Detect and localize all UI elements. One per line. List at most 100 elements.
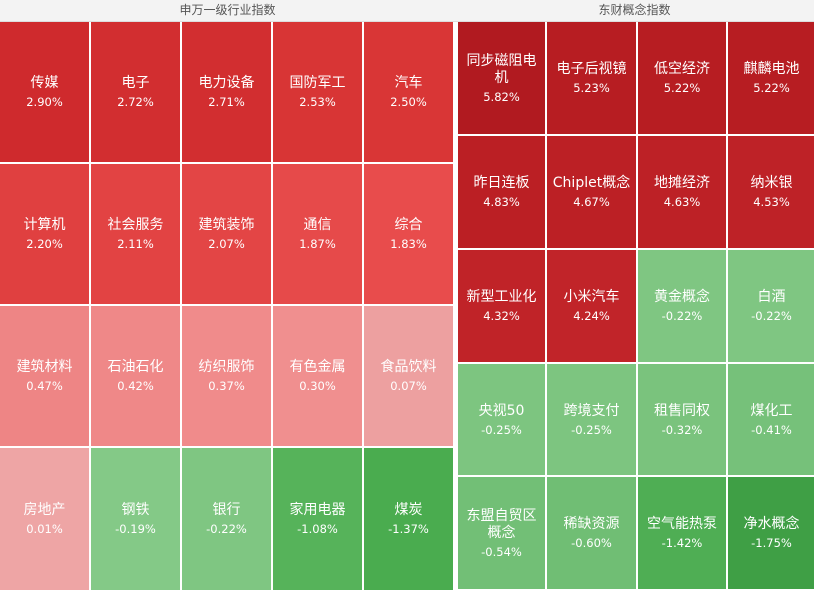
treemap-tile[interactable]: 麒麟电池 5.22% bbox=[728, 22, 814, 134]
treemap-tile[interactable]: 电子 2.72% bbox=[91, 22, 180, 162]
tile-change: 5.22% bbox=[663, 81, 701, 95]
treemap-tile[interactable]: 新型工业化 4.32% bbox=[458, 250, 545, 362]
tile-change: -0.22% bbox=[206, 522, 247, 536]
treemap-tile[interactable]: 国防军工 2.53% bbox=[273, 22, 362, 162]
tile-change: 0.42% bbox=[117, 379, 154, 393]
tile-name: 小米汽车 bbox=[563, 289, 620, 305]
treemap-tile[interactable]: 石油石化 0.42% bbox=[91, 306, 180, 446]
tile-change: -0.32% bbox=[661, 422, 703, 437]
tile-name: 房地产 bbox=[23, 502, 66, 518]
tile-name: 汽车 bbox=[394, 75, 423, 91]
tile-change: -1.75% bbox=[751, 536, 792, 550]
tile-name: 钢铁 bbox=[121, 502, 150, 518]
treemap-tile[interactable]: 钢铁 -0.19% bbox=[91, 448, 180, 590]
treemap-tile[interactable]: 有色金属 0.30% bbox=[273, 306, 362, 446]
treemap-tile[interactable]: 同步磁阻电机 5.82% bbox=[458, 22, 545, 134]
tile-change: 0.37% bbox=[208, 379, 245, 393]
treemap-tile[interactable]: 纺织服饰 0.37% bbox=[182, 306, 271, 446]
tile-change: 2.53% bbox=[299, 95, 336, 109]
treemap-tile[interactable]: 社会服务 2.11% bbox=[91, 164, 180, 304]
tile-name: 食品饮料 bbox=[380, 359, 437, 375]
tile-name: 石油石化 bbox=[107, 359, 164, 375]
tile-name: 银行 bbox=[212, 502, 241, 518]
tile-change: -0.25% bbox=[571, 422, 612, 437]
tile-name: 麒麟电池 bbox=[743, 61, 800, 77]
tile-name: 煤化工 bbox=[750, 402, 793, 419]
tile-name: 地摊经济 bbox=[654, 175, 710, 191]
tile-name: 电子 bbox=[121, 75, 150, 91]
treemap-tile[interactable]: 建筑材料 0.47% bbox=[0, 306, 89, 446]
treemap-tile[interactable]: 煤炭 -1.37% bbox=[364, 448, 453, 590]
treemap-tile[interactable]: 跨境支付 -0.25% bbox=[547, 364, 636, 475]
treemap-tile[interactable]: 纳米银 4.53% bbox=[728, 136, 814, 248]
treemap-tile[interactable]: 租售同权 -0.32% bbox=[638, 364, 726, 475]
tile-name: 新型工业化 bbox=[466, 289, 537, 305]
treemap-tile[interactable]: 通信 1.87% bbox=[273, 164, 362, 304]
treemap-tile[interactable]: 昨日连板 4.83% bbox=[458, 136, 545, 248]
tile-name: 昨日连板 bbox=[473, 175, 530, 191]
treemap-tile[interactable]: 家用电器 -1.08% bbox=[273, 448, 362, 590]
treemap-tile[interactable]: 东盟自贸区概念 -0.54% bbox=[458, 477, 545, 589]
tile-change: -0.25% bbox=[481, 422, 522, 437]
tile-change: 0.30% bbox=[299, 379, 336, 393]
tile-name: Chiplet概念 bbox=[552, 175, 631, 191]
treemap-tile[interactable]: 小米汽车 4.24% bbox=[547, 250, 636, 362]
tile-name: 黄金概念 bbox=[654, 289, 710, 305]
tile-name: 跨境支付 bbox=[563, 402, 620, 419]
treemap-tile[interactable]: Chiplet概念 4.67% bbox=[547, 136, 636, 248]
treemap-tile[interactable]: 煤化工 -0.41% bbox=[728, 364, 814, 475]
treemap-tile[interactable]: 地摊经济 4.63% bbox=[638, 136, 726, 248]
tile-name: 煤炭 bbox=[394, 502, 423, 518]
tile-name: 综合 bbox=[394, 217, 423, 233]
tile-change: 2.72% bbox=[117, 95, 154, 109]
treemap-tile[interactable]: 计算机 2.20% bbox=[0, 164, 89, 304]
tile-change: 1.83% bbox=[390, 237, 427, 251]
tile-name: 电力设备 bbox=[198, 75, 255, 91]
treemap-tile[interactable]: 低空经济 5.22% bbox=[638, 22, 726, 134]
tile-change: 0.01% bbox=[26, 522, 63, 536]
treemap-tile[interactable]: 净水概念 -1.75% bbox=[728, 477, 814, 589]
tile-change: 1.87% bbox=[299, 237, 336, 251]
tile-change: 4.53% bbox=[753, 195, 790, 209]
treemap-tile[interactable]: 空气能热泵 -1.42% bbox=[638, 477, 726, 589]
treemap-tile[interactable]: 建筑装饰 2.07% bbox=[182, 164, 271, 304]
tile-change: 4.63% bbox=[663, 195, 701, 209]
tile-name: 净水概念 bbox=[743, 516, 800, 532]
tile-change: -0.22% bbox=[661, 309, 703, 323]
treemap-tile[interactable]: 黄金概念 -0.22% bbox=[638, 250, 726, 362]
treemap-tile[interactable]: 食品饮料 0.07% bbox=[364, 306, 453, 446]
tile-name: 家用电器 bbox=[289, 502, 346, 518]
treemap-tile[interactable]: 传媒 2.90% bbox=[0, 22, 89, 162]
treemap-tile[interactable]: 央视50 -0.25% bbox=[458, 364, 545, 475]
tile-change: 5.23% bbox=[573, 81, 610, 95]
tile-change: -1.08% bbox=[297, 522, 338, 536]
tile-name: 建筑材料 bbox=[16, 359, 73, 375]
tile-name: 有色金属 bbox=[289, 359, 346, 375]
treemap-tile[interactable]: 银行 -0.22% bbox=[182, 448, 271, 590]
tile-change: -0.19% bbox=[115, 522, 156, 536]
tile-name: 通信 bbox=[303, 217, 332, 233]
tile-name: 社会服务 bbox=[107, 217, 164, 233]
treemap-tile[interactable]: 综合 1.83% bbox=[364, 164, 453, 304]
treemap-tile[interactable]: 白酒 -0.22% bbox=[728, 250, 814, 362]
tile-change: -0.41% bbox=[751, 422, 792, 437]
tile-name: 传媒 bbox=[30, 75, 59, 91]
treemap-tile[interactable]: 电力设备 2.71% bbox=[182, 22, 271, 162]
treemap-tile[interactable]: 房地产 0.01% bbox=[0, 448, 89, 590]
tile-change: 4.67% bbox=[573, 195, 610, 209]
tile-name: 纳米银 bbox=[750, 175, 793, 191]
tile-change: 5.82% bbox=[483, 89, 520, 104]
treemap-tile[interactable]: 汽车 2.50% bbox=[364, 22, 453, 162]
tile-change: 0.07% bbox=[390, 379, 427, 393]
tile-change: -0.54% bbox=[481, 544, 522, 559]
tile-change: 4.32% bbox=[483, 309, 520, 323]
tile-change: 2.71% bbox=[208, 95, 245, 109]
treemap-tile[interactable]: 稀缺资源 -0.60% bbox=[547, 477, 636, 589]
panel-divider bbox=[455, 0, 458, 592]
treemap-tile[interactable]: 电子后视镜 5.23% bbox=[547, 22, 636, 134]
tile-name: 国防军工 bbox=[289, 75, 346, 91]
tile-name: 电子后视镜 bbox=[556, 61, 627, 77]
concept-index-panel: 东财概念指数 同步磁阻电机 5.82% 电子后视镜 5.23% 低空经济 5.22% 麒麟电… bbox=[455, 0, 814, 589]
tile-name: 稀缺资源 bbox=[563, 516, 620, 532]
tile-change: 2.20% bbox=[26, 237, 63, 251]
